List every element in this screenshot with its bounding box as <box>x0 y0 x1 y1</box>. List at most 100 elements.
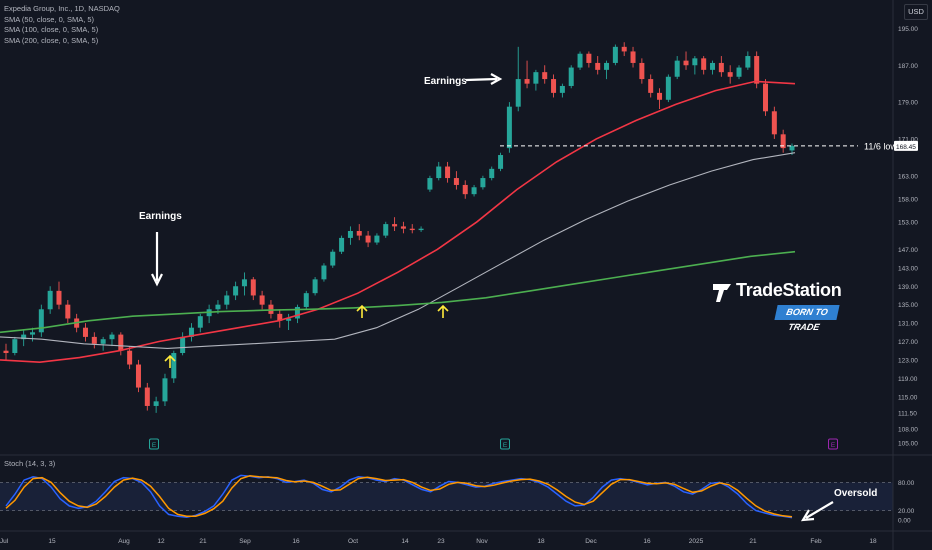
candle-body <box>515 79 521 107</box>
candle-body <box>453 178 459 185</box>
stoch-band <box>0 482 893 511</box>
currency-button[interactable]: USD <box>904 4 928 20</box>
candle-body <box>294 306 300 319</box>
candle-body <box>657 92 663 100</box>
candle-body <box>506 106 512 149</box>
candle-body <box>197 316 203 328</box>
time-tick-label: Feb <box>810 538 822 545</box>
candle-body <box>436 166 442 179</box>
candle-body <box>82 327 88 337</box>
brand-name: TradeStation <box>736 280 842 300</box>
candle-body <box>171 353 177 379</box>
candle-body <box>224 295 230 305</box>
event-marker <box>500 438 510 450</box>
time-tick-label: 14 <box>401 538 409 545</box>
candle-body <box>400 226 406 229</box>
oversold-arrow <box>800 501 834 522</box>
price-tick-label: 131.00 <box>898 321 918 328</box>
candle-body <box>754 56 760 84</box>
time-tick-label: 23 <box>437 538 445 545</box>
candle-body <box>215 304 221 310</box>
last-price-label: 168.45 <box>896 144 916 151</box>
earnings-label-aug: Earnings <box>139 211 182 222</box>
candle-body <box>763 83 769 112</box>
last-price-tag <box>894 140 918 151</box>
candle-body <box>56 290 62 305</box>
candle-body <box>489 168 495 179</box>
candle-body <box>674 60 680 77</box>
candle-body <box>259 295 265 305</box>
candle-body <box>392 224 398 227</box>
candle-body <box>365 235 371 243</box>
candle-body <box>180 336 186 354</box>
candle-body <box>568 67 574 86</box>
sma100-legend[interactable]: SMA (100, close, 0, SMA, 5) <box>4 25 99 34</box>
candle-body <box>100 339 106 344</box>
time-tick-label: Jul <box>0 538 9 545</box>
candle-body <box>135 364 141 388</box>
price-tick-label: 119.00 <box>898 376 918 383</box>
time-tick-label: 15 <box>48 538 56 545</box>
candle-body <box>621 46 627 52</box>
candle-body <box>727 72 733 77</box>
sma-line-100 <box>0 152 796 349</box>
candle-body <box>3 350 9 354</box>
candle-body <box>604 62 610 70</box>
candle-body <box>65 304 71 319</box>
candle-body <box>542 72 548 80</box>
crossover-arrow <box>437 304 449 318</box>
candle-body <box>241 279 247 287</box>
sma-line-200 <box>0 250 796 334</box>
time-tick-label: 12 <box>157 538 165 545</box>
candle-body <box>736 67 742 77</box>
price-tick-label: 179.00 <box>898 100 918 107</box>
candle-body <box>665 76 671 100</box>
sma200-legend[interactable]: SMA (200, close, 0, SMA, 5) <box>4 35 99 45</box>
candle-body <box>586 53 592 63</box>
candle-body <box>471 187 477 195</box>
candle-body <box>789 145 795 151</box>
price-tick-label: 171.00 <box>898 136 918 143</box>
stoch-line-d <box>5 475 793 518</box>
candle-body <box>162 378 168 402</box>
candle-body <box>286 318 292 321</box>
time-tick-label: Nov <box>476 538 488 545</box>
candle-body <box>347 231 353 238</box>
candle-body <box>356 231 362 236</box>
time-tick-label: 18 <box>537 538 545 545</box>
candle-body <box>21 334 27 340</box>
event-marker-label: E <box>152 442 157 449</box>
candle-body <box>745 56 751 68</box>
candle-body <box>109 334 115 340</box>
stoch-legend[interactable]: Stoch (14, 3, 3) <box>4 459 56 468</box>
candle-body <box>153 401 159 406</box>
brand-tagline: BORN TO TRADE <box>774 305 840 332</box>
time-tick-label: 16 <box>643 538 651 545</box>
event-marker-label: E <box>503 442 508 449</box>
candle-body <box>188 327 194 337</box>
candle-body <box>277 313 283 321</box>
sma50-legend[interactable]: SMA (50, close, 0, SMA, 5) <box>4 14 95 24</box>
candle-body <box>91 336 97 344</box>
time-tick-label: 21 <box>749 538 757 545</box>
event-marker <box>149 438 159 450</box>
low-label: 11/6 low <box>864 141 897 151</box>
candle-body <box>551 79 557 93</box>
candle-body <box>771 111 777 135</box>
time-tick-label: 18 <box>869 538 877 545</box>
price-tick-label: 195.00 <box>898 26 918 33</box>
candle-body <box>250 279 256 296</box>
event-marker <box>828 438 838 450</box>
symbol-title[interactable]: Expedia Group, Inc., 1D, NASDAQ <box>4 4 120 13</box>
candle-body <box>233 286 239 296</box>
time-tick-label: Aug <box>118 538 130 545</box>
candle-body <box>480 178 486 188</box>
candle-body <box>595 62 601 70</box>
candle-body <box>409 228 415 231</box>
candle-body <box>374 235 380 243</box>
stoch-tick-label: 20.00 <box>898 508 915 515</box>
candle-body <box>38 309 44 333</box>
candle-body <box>462 184 468 195</box>
